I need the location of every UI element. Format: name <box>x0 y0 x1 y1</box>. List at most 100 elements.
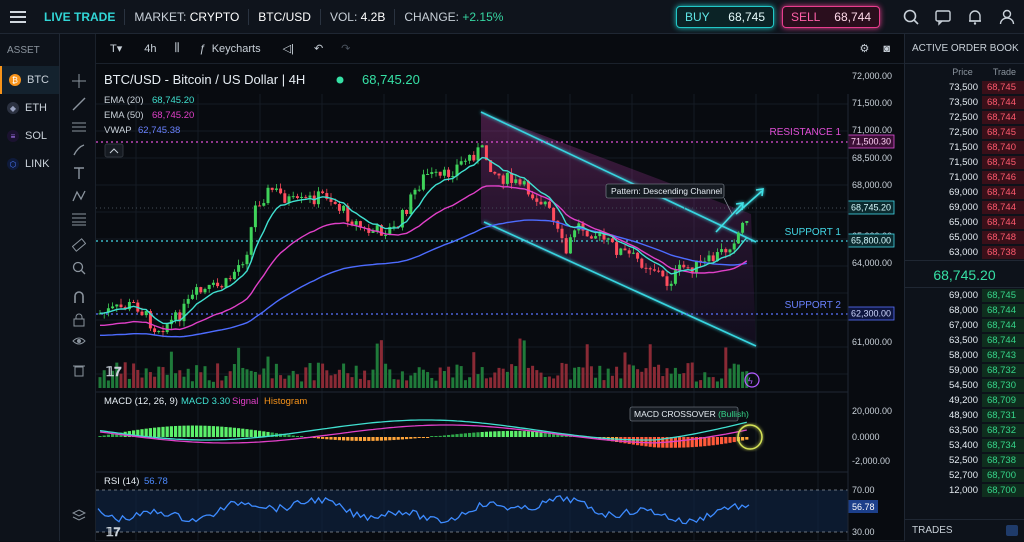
ema20-line[interactable] <box>99 156 748 325</box>
candle[interactable] <box>337 203 341 211</box>
candle[interactable] <box>531 194 535 199</box>
chart-type-icon[interactable]: T▾ <box>110 43 123 55</box>
candle[interactable] <box>304 196 308 198</box>
candle[interactable] <box>556 220 560 229</box>
candle[interactable] <box>560 228 564 239</box>
candle[interactable] <box>732 243 736 250</box>
candle[interactable] <box>354 221 358 225</box>
order-book-row[interactable]: 71,500 68,740 <box>905 140 1024 155</box>
candle[interactable] <box>199 287 203 293</box>
candle[interactable] <box>619 248 623 255</box>
candle[interactable] <box>463 160 467 162</box>
ema20-legend[interactable]: EMA (20) <box>104 95 144 106</box>
candle[interactable] <box>375 225 379 232</box>
col-trade-header[interactable]: Trade <box>992 67 1016 77</box>
pattern-annotation[interactable]: Pattern: Descending Channel <box>605 183 733 215</box>
candle[interactable] <box>501 175 505 184</box>
order-book-row[interactable]: 52,700 68,700 <box>905 468 1024 483</box>
candle[interactable] <box>652 269 656 271</box>
candle[interactable] <box>451 176 455 178</box>
candle[interactable] <box>308 195 312 198</box>
candle[interactable] <box>405 209 409 215</box>
candle[interactable] <box>510 172 514 183</box>
candle[interactable] <box>518 179 522 185</box>
ema50-line[interactable] <box>100 185 748 331</box>
candle[interactable] <box>115 304 119 307</box>
candle[interactable] <box>203 288 207 293</box>
buy-button[interactable]: BUY 68,745 <box>676 6 774 28</box>
candle[interactable] <box>640 258 644 268</box>
macd-legend[interactable]: MACD (12, 26, 9) <box>104 396 178 407</box>
candle[interactable] <box>497 173 501 176</box>
order-book-row[interactable]: 73,500 68,745 <box>905 80 1024 95</box>
candle[interactable] <box>161 331 165 333</box>
candle[interactable] <box>384 234 388 236</box>
candle[interactable] <box>678 264 682 271</box>
order-book-row[interactable]: 63,500 68,744 <box>905 333 1024 348</box>
candle[interactable] <box>682 264 686 268</box>
fibonacci-icon[interactable] <box>72 212 86 226</box>
candle[interactable] <box>720 249 724 253</box>
candle[interactable] <box>148 311 152 329</box>
user-icon[interactable] <box>998 8 1016 26</box>
candle[interactable] <box>358 221 362 228</box>
pattern-icon[interactable] <box>72 189 86 203</box>
candle[interactable] <box>241 264 245 266</box>
candle[interactable] <box>564 238 568 254</box>
candle[interactable] <box>287 196 291 203</box>
candle[interactable] <box>245 254 249 265</box>
candle[interactable] <box>430 172 434 174</box>
candle[interactable] <box>111 306 115 309</box>
candle[interactable] <box>157 331 161 333</box>
asset-item-sol[interactable]: ≡ SOL <box>0 122 59 150</box>
candle[interactable] <box>400 209 404 228</box>
candle[interactable] <box>455 164 459 177</box>
indicators-button[interactable]: Keycharts <box>211 42 261 55</box>
horizontal-lines-icon[interactable] <box>72 120 86 134</box>
pair-label[interactable]: BTC/USD <box>258 9 311 24</box>
candle[interactable] <box>346 205 350 222</box>
brush-icon[interactable] <box>72 143 86 157</box>
asset-item-btc[interactable]: ₿ BTC <box>0 66 59 94</box>
chat-icon[interactable] <box>934 8 952 26</box>
candle[interactable] <box>657 270 661 272</box>
candle[interactable] <box>274 188 278 190</box>
candle[interactable] <box>573 230 577 238</box>
candle[interactable] <box>610 238 614 243</box>
candle[interactable] <box>615 242 619 255</box>
candle[interactable] <box>543 201 547 205</box>
candle[interactable] <box>648 268 652 270</box>
candle[interactable] <box>211 282 215 285</box>
trades-tab[interactable]: TRADES <box>905 519 1024 541</box>
alert-bolt-icon[interactable] <box>744 372 760 388</box>
order-book-row[interactable]: 73,500 68,744 <box>905 95 1024 110</box>
interval-select[interactable]: 4h <box>144 42 157 55</box>
settings-gear-icon[interactable]: ⚙ <box>859 43 870 55</box>
col-price-header[interactable]: Price <box>952 67 973 77</box>
candle[interactable] <box>736 232 740 244</box>
trash-icon[interactable] <box>72 363 86 377</box>
mode-label[interactable]: LIVE TRADE <box>44 9 116 24</box>
lock-icon[interactable] <box>72 313 86 327</box>
search-icon[interactable] <box>902 8 920 26</box>
undo-icon[interactable]: ↶ <box>313 43 324 55</box>
price-chart-canvas[interactable]: Pattern: Descending Channel RESISTANCE 1… <box>96 64 904 541</box>
candle[interactable] <box>514 179 518 183</box>
candle[interactable] <box>568 237 572 254</box>
candle[interactable] <box>232 271 236 280</box>
order-book-row[interactable]: 53,400 68,734 <box>905 438 1024 453</box>
macd-crossover-annotation[interactable]: MACD CROSSOVER (Bullish) <box>629 406 749 422</box>
candle[interactable] <box>438 171 442 176</box>
candle[interactable] <box>631 252 635 254</box>
candle[interactable] <box>342 205 346 211</box>
candle[interactable] <box>178 312 182 322</box>
order-book-row[interactable]: 49,200 68,709 <box>905 393 1024 408</box>
order-book-row[interactable]: 67,000 68,744 <box>905 318 1024 333</box>
eye-icon[interactable] <box>72 334 86 348</box>
candle[interactable] <box>711 255 715 262</box>
candle[interactable] <box>665 276 669 286</box>
candle[interactable] <box>728 249 732 253</box>
candle[interactable] <box>585 230 589 237</box>
candle[interactable] <box>552 207 556 221</box>
candle[interactable] <box>266 187 270 204</box>
